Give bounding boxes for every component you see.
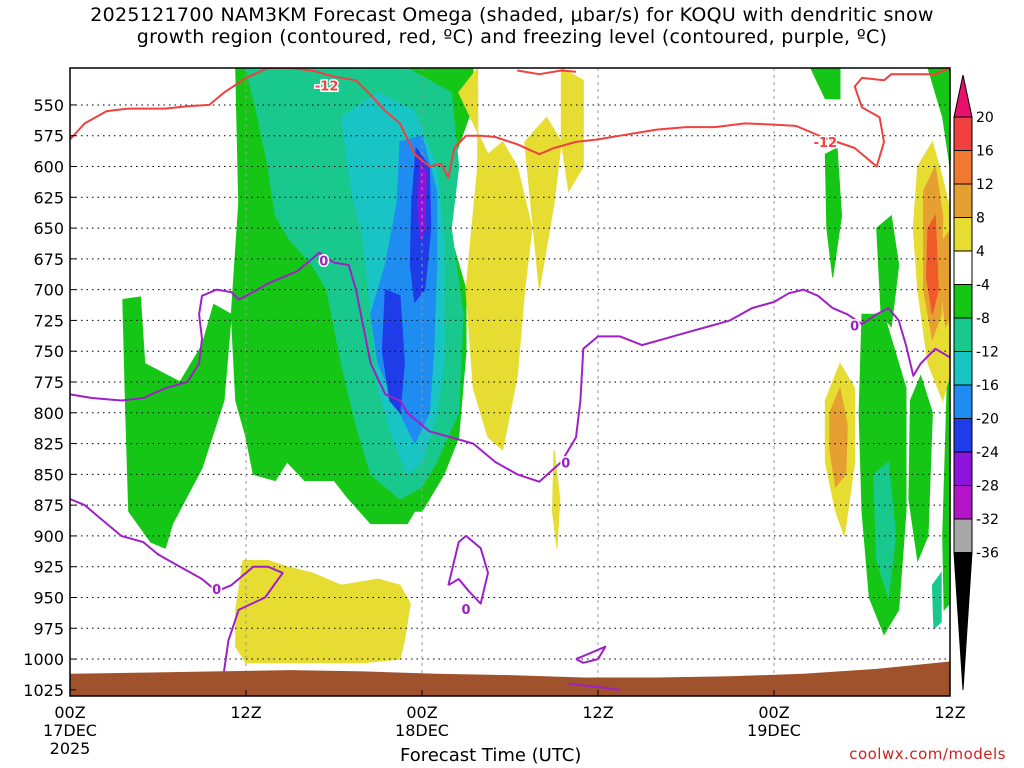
colorbar-segment-13 (953, 518, 973, 553)
x-axis-label: Forecast Time (UTC) (400, 745, 582, 766)
omega-region-green-20 (824, 147, 843, 278)
omega-region-orange-18 (940, 229, 950, 329)
omega-region-yellow-10 (524, 116, 562, 290)
colorbar: 20 16 12 8 4 -4 -8 -12 -16 -20 -24 -28 -32 -36 (953, 74, 999, 691)
colorbar-segment-2 (953, 150, 973, 185)
y-tick-label-750: 750 (33, 342, 64, 361)
y-tick-label-700: 700 (33, 281, 64, 300)
contour-label-purple-5: 0 (212, 583, 221, 598)
x-tick-label-0: 00Z (54, 703, 85, 722)
omega-region-teal-28 (931, 571, 942, 630)
y-tick-label-925: 925 (33, 558, 64, 577)
red-contour-0 (70, 68, 823, 179)
purple-contour-0 (70, 251, 950, 483)
contour-label-purple-4: 0 (561, 456, 570, 471)
colorbar-segment-7 (953, 317, 973, 352)
colorbar-label-10: -24 (976, 445, 999, 461)
colorbar-segment-12 (953, 485, 973, 520)
colorbar-label-9: -20 (976, 412, 999, 428)
colorbar-label-12: -32 (976, 512, 999, 528)
y-tick-label-975: 975 (33, 619, 64, 638)
y-tick-label-625: 625 (33, 188, 64, 207)
credit-link[interactable]: coolwx.com/models (849, 745, 1006, 763)
colorbar-label-13: -36 (976, 546, 999, 562)
omega-region-green-1 (122, 296, 232, 549)
y-tick-label-950: 950 (33, 588, 64, 607)
y-tick-label-900: 900 (33, 527, 64, 546)
colorbar-label-1: 16 (976, 144, 994, 160)
colorbar-segment-1 (953, 116, 973, 151)
red-contour-2 (517, 69, 577, 76)
y-tick-label-875: 875 (33, 496, 64, 515)
y-tick-label-575: 575 (33, 127, 64, 146)
colorbar-segment-8 (953, 351, 973, 386)
y-tick-label-800: 800 (33, 404, 64, 423)
omega-region-teal-23 (873, 461, 897, 598)
colorbar-segment-10 (953, 418, 973, 453)
colorbar-segment-6 (953, 284, 973, 319)
x-tick-year-0: 2025 (50, 739, 91, 758)
purple-contour-3 (575, 645, 607, 664)
title-line-1: 2025121700 NAM3KM Forecast Omega (shaded… (90, 4, 934, 26)
colorbar-segment-4 (953, 217, 973, 252)
purple-contour-1 (70, 498, 284, 672)
colorbar-segment-11 (953, 451, 973, 486)
omega-region-yellow-11 (560, 68, 584, 193)
omega-region-green-21 (876, 214, 900, 328)
contour-label-purple-6: 0 (461, 603, 470, 618)
x-tick-label-24: 00Z (406, 703, 437, 722)
y-tick-label-725: 725 (33, 311, 64, 330)
omega-region-green-25 (810, 68, 841, 100)
colorbar-label-7: -12 (976, 345, 999, 361)
colorbar-label-11: -28 (976, 479, 999, 495)
purple-contour-2 (447, 534, 489, 605)
y-tick-label-775: 775 (33, 373, 64, 392)
colorbar-label-5: -4 (976, 278, 990, 294)
omega-region-yellow-13 (235, 560, 411, 664)
contour-labels: -12 -12 0 0 0 0 0 (211, 78, 861, 619)
colorbar-label-8: -16 (976, 378, 999, 394)
colorbar-label-0: 20 (976, 110, 994, 126)
colorbar-segment-5 (953, 250, 973, 285)
x-tick-label-48: 00Z (758, 703, 789, 722)
x-tick-label-36: 12Z (582, 703, 613, 722)
y-tick-label-1025: 1025 (23, 681, 64, 700)
colorbar-label-3: 8 (976, 211, 985, 227)
colorbar-label-4: 4 (976, 244, 985, 260)
contour-label-red-0: -12 (315, 79, 339, 94)
y-tick-label-650: 650 (33, 219, 64, 238)
contour-lines (70, 68, 950, 691)
colorbar-segment-3 (953, 183, 973, 218)
red-contour-1 (822, 68, 950, 168)
y-tick-label-850: 850 (33, 465, 64, 484)
colorbar-segment-9 (953, 384, 973, 419)
x-tick-date-0: 17DEC (43, 721, 97, 740)
chart-title: 2025121700 NAM3KM Forecast Omega (shaded… (0, 4, 1024, 48)
contour-label-red-1: -12 (814, 136, 838, 151)
omega-region-purple-8 (417, 158, 427, 241)
colorbar-top-arrow (953, 74, 973, 118)
omega-region-green-24 (927, 68, 950, 167)
y-tick-label-825: 825 (33, 435, 64, 454)
y-tick-label-675: 675 (33, 250, 64, 269)
x-tick-date-24: 18DEC (395, 721, 449, 740)
contour-label-purple-3: 0 (850, 320, 859, 335)
y-axis-ticks: 550 575 600 625 650 675 700 725 750 775 800 825 850 8… (23, 96, 76, 700)
terrain-layer (70, 661, 950, 696)
contour-label-purple-2: 0 (319, 254, 328, 269)
terrain-fill (70, 661, 950, 696)
colorbar-bottom-arrow (953, 552, 973, 691)
y-tick-label-1000: 1000 (23, 650, 64, 669)
title-line-2: growth region (contoured, red, ºC) and f… (136, 26, 888, 48)
colorbar-label-6: -8 (976, 311, 990, 327)
x-tick-label-60: 12Z (934, 703, 965, 722)
x-tick-label-12: 12Z (230, 703, 261, 722)
purple-contour-4 (568, 682, 621, 691)
y-tick-label-600: 600 (33, 158, 64, 177)
x-tick-date-48: 19DEC (747, 721, 801, 740)
y-tick-label-550: 550 (33, 96, 64, 115)
colorbar-label-2: 12 (976, 177, 994, 193)
